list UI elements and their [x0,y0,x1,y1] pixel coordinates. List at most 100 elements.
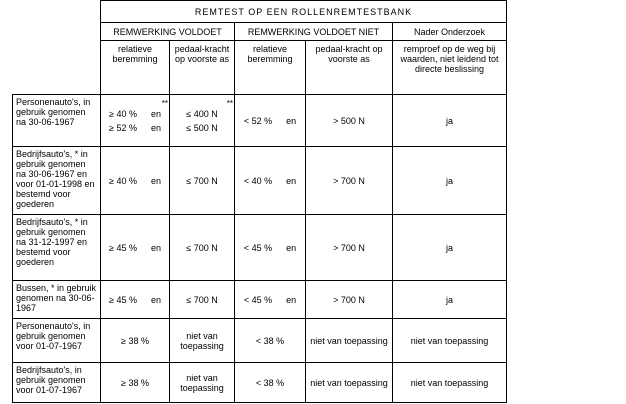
group-header: REMWERKING VOLDOET [100,22,235,41]
table-cell: ≥ 45 % en [100,214,170,281]
cell-text: en [286,175,297,186]
cell-content: ≥ 38 % [104,378,166,388]
cell-line: ja [396,295,503,305]
cell-text: niet van toepassing [310,377,388,388]
cell-text: > 500 N [333,115,365,126]
table-title: REMTEST OP EEN ROLLENREMTESTBANK [100,0,507,23]
subheader: relatieve beremming [234,40,306,95]
cell-content: ** ≤ 400 N ≤ 500 N [173,99,233,133]
cell-text: < 45 % [243,294,273,305]
row-label: Bussen, * in gebruik genomen na 30-06-19… [12,280,101,319]
cell-line: < 38 % [238,378,302,388]
cell-content: ≥ 45 % en [104,295,166,305]
cell-line: < 52 % en [238,116,302,126]
cell-content: niet van toepassing [396,336,503,346]
cell-text: < 40 % [243,175,273,186]
row-label: Bedrijfsauto's, * in gebruik genomen na … [12,146,101,215]
cell-content: < 38 % [238,336,302,346]
cell-text: en [150,294,161,305]
table-row: Bussen, * in gebruik genomen na 30-06-19… [12,280,507,319]
table-cell: niet van toepassing [305,318,393,363]
group-header: REMWERKING VOLDOET NIET [234,22,393,41]
footnote-mark: ** [226,98,233,108]
cell-line: > 700 N [309,176,389,186]
table-cell: > 700 N [305,146,393,215]
cell-text: ≤ 700 N [186,242,218,253]
table-cell: < 45 % en [234,280,306,319]
cell-content: < 38 % [238,378,302,388]
cell-content: ja [396,176,503,186]
cell-content: ≤ 700 N [173,243,231,253]
cell-text: niet van toepassing [180,372,224,393]
cell-text: < 52 % [243,115,273,126]
cell-content: niet van toepassing [173,331,231,351]
cell-content: niet van toepassing [396,378,503,388]
cell-text: en [286,294,297,305]
cell-line: ≤ 700 N [173,295,231,305]
cell-content: ja [396,295,503,305]
table-cell: ja [392,280,507,319]
cell-line: < 45 % en [238,295,302,305]
cell-text: niet van toepassing [410,335,489,346]
table-cell: < 52 % en [234,94,306,147]
cell-content: > 700 N [309,295,389,305]
table-cell: niet van toepassing [392,318,507,363]
table-cell: niet van toepassing [169,362,235,403]
table-cell: > 700 N [305,280,393,319]
cell-text: < 38 % [255,335,285,346]
table-cell: ** ≥ 40 % en ≥ 52 % en [100,94,170,147]
cell-content: < 45 % en [238,295,302,305]
cell-content: ≥ 38 % [104,336,166,346]
cell-text: > 700 N [333,294,365,305]
row-label: Personenauto's, in gebruik genomen na 30… [12,94,101,147]
cell-text: ≤ 700 N [186,294,218,305]
cell-line: ≥ 45 % en [104,243,166,253]
cell-line: ≤ 500 N [173,123,231,133]
table-row: Bedrijfsauto's, * in gebruik genomen na … [12,214,507,281]
cell-text: ≥ 40 % [109,108,137,119]
cell-text: niet van toepassing [180,330,224,351]
cell-line: ≥ 40 % en [104,176,166,186]
table-cell: ≤ 700 N [169,214,235,281]
cell-text: niet van toepassing [410,377,489,388]
cell-text: ≥ 38 % [121,335,149,346]
table-cell: ** ≤ 400 N ≤ 500 N [169,94,235,147]
cell-line: ≥ 52 % en [104,123,166,133]
cell-text: ≥ 45 % [109,242,137,253]
cell-line: ≥ 40 % en [104,109,166,119]
cell-line: < 45 % en [238,243,302,253]
cell-text: ≥ 40 % [109,175,137,186]
cell-line: ≤ 700 N [173,176,231,186]
cell-line: ja [396,176,503,186]
table-cell: < 45 % en [234,214,306,281]
table-cell: < 40 % en [234,146,306,215]
table-row: Personenauto's, in gebruik genomen na 30… [12,94,507,147]
group-header: Nader Onderzoek [392,22,507,41]
table-cell: > 700 N [305,214,393,281]
cell-line: ≥ 45 % en [104,295,166,305]
table-cell: niet van toepassing [305,362,393,403]
table-cell: niet van toepassing [169,318,235,363]
row-label: Bedrijfsauto's, in gebruik genomen voor … [12,362,101,403]
cell-content: < 52 % en [238,116,302,126]
table-cell: > 500 N [305,94,393,147]
cell-line: niet van toepassing [309,336,389,346]
brake-table: REMTEST OP EEN ROLLENREMTESTBANK REMWERK… [12,0,507,403]
cell-text: en [150,242,161,253]
cell-content: ** ≥ 40 % en ≥ 52 % en [104,99,168,133]
cell-line: ≤ 400 N [173,109,231,119]
cell-line: > 700 N [309,243,389,253]
cell-content: ja [396,116,503,126]
cell-text: > 700 N [333,175,365,186]
cell-content: ≤ 700 N [173,295,231,305]
cell-text: ja [445,294,453,305]
cell-text: ≥ 45 % [109,294,137,305]
table-cell: < 38 % [234,362,306,403]
cell-line: > 700 N [309,295,389,305]
table-row: Personenauto's, in gebruik genomen voor … [12,318,507,363]
footnote-mark: ** [161,98,168,108]
cell-line: ja [396,116,503,126]
cell-line: < 40 % en [238,176,302,186]
table-cell: ja [392,214,507,281]
